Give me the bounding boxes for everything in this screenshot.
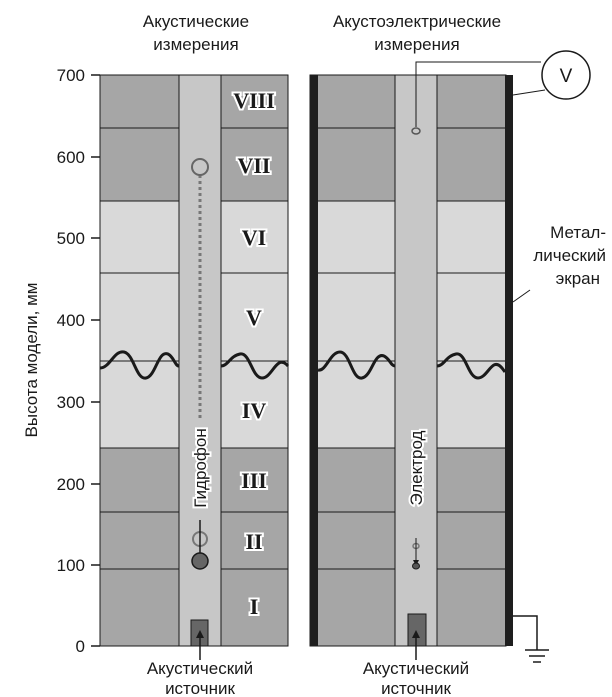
y-tick-label: 0 [76,637,85,656]
right-title-line1: Акустоэлектрические [333,12,501,31]
voltmeter-lead [512,89,546,96]
right-source-arrow-head [412,630,420,638]
right-wavy-contact [436,352,507,380]
electrode-bottom-position [412,562,420,570]
right-model: Электрод [309,61,541,660]
left-source-label-line2: источник [165,679,235,697]
layer-numeral: VIII [233,88,275,113]
right-wavy-contact [317,350,396,380]
left-source-label-line1: Акустический [147,659,253,678]
voltmeter: V [512,50,591,100]
y-tick-label: 300 [57,393,85,412]
left-wavy-contact [99,350,180,380]
y-tick-label: 200 [57,475,85,494]
layer-numeral: VII [237,153,270,178]
y-tick-labels: 0 100 200 300 400 500 600 700 [57,66,85,656]
right-title-line2: измерения [374,35,459,54]
voltmeter-label: V [560,66,573,87]
y-tick-label: 100 [57,556,85,575]
y-axis [91,74,100,647]
voltmeter-circle [541,50,591,100]
y-tick-label: 400 [57,311,85,330]
metal-screen-right [505,75,513,646]
y-tick-label: 700 [57,66,85,85]
y-axis-label: Высота модели, мм [22,283,41,438]
layer-numeral: V [246,305,262,330]
metal-screen-left [310,75,318,646]
layer-numerals: I II III IV V VI VII VIII [231,86,277,621]
left-wavy-contact [220,352,290,380]
screen-label-line3: экран [556,269,600,288]
screen-label-line1: Метал- [550,223,606,242]
layer-numeral: III [241,468,267,493]
ground-icon [513,615,549,663]
layer-numeral: I [250,594,259,619]
hydrophone-top-position [191,158,209,176]
left-title-line1: Акустические [143,12,249,31]
hydrophone-bottom-position [191,552,209,570]
left-source-arrow-head [196,630,204,638]
y-tick-label: 500 [57,229,85,248]
right-acoustic-source [407,613,427,647]
right-source-label-line2: источник [381,679,451,697]
hydrophone-label: Гидрофон [191,428,210,507]
electrode-top-position [411,127,421,135]
left-title-line2: измерения [153,35,238,54]
right-source-label-line1: Акустический [363,659,469,678]
electrode-wire [415,61,541,127]
left-model: Гидрофон I II III IV V VI VII VIII [99,74,290,660]
layer-numeral: IV [242,398,267,423]
y-tick-label: 600 [57,148,85,167]
layer-numeral: VI [242,225,266,250]
layer-numeral: II [245,529,262,554]
screen-label-line2: лический [533,246,606,265]
electrode-label: Электрод [407,430,426,505]
screen-pointer [512,289,531,303]
